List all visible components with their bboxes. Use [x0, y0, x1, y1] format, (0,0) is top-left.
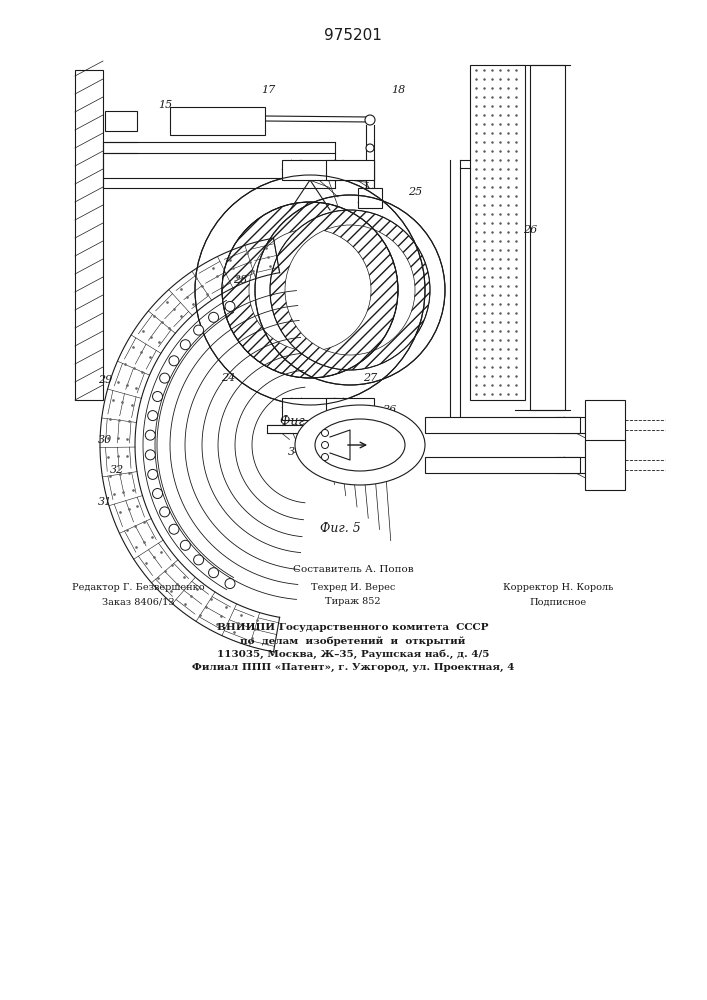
Bar [282, 160, 338, 180]
Circle shape [169, 524, 179, 534]
Text: 32: 32 [110, 465, 124, 475]
Bar [326, 398, 374, 420]
Circle shape [225, 301, 235, 311]
Text: Фиг. 4: Фиг. 4 [280, 415, 320, 428]
Circle shape [322, 454, 329, 460]
Text: Техред И. Верес: Техред И. Верес [311, 584, 395, 592]
Bar [267, 425, 394, 433]
Bar [530, 65, 565, 410]
Text: 27: 27 [363, 373, 377, 383]
Circle shape [153, 489, 163, 499]
Circle shape [322, 442, 329, 448]
Bar [358, 188, 382, 208]
Text: 34: 34 [288, 447, 302, 457]
Circle shape [209, 568, 218, 578]
Text: Корректор Н. Король: Корректор Н. Король [503, 584, 613, 592]
Text: Редактор Г. Безвершенко: Редактор Г. Безвершенко [71, 584, 204, 592]
Bar [282, 398, 338, 420]
Text: по  делам  изобретений  и  открытий: по делам изобретений и открытий [240, 636, 466, 646]
Circle shape [148, 411, 158, 421]
Circle shape [209, 312, 218, 322]
Text: Фиг. 5: Фиг. 5 [320, 522, 361, 535]
Text: Подписное: Подписное [530, 597, 587, 606]
Text: 975201: 975201 [324, 27, 382, 42]
Bar [425, 457, 580, 473]
Text: 24: 24 [221, 373, 235, 383]
Circle shape [148, 469, 158, 479]
Circle shape [194, 325, 204, 335]
Bar [555, 457, 585, 473]
Text: Составитель А. Попов: Составитель А. Попов [293, 566, 414, 574]
Text: Тираж 852: Тираж 852 [325, 597, 381, 606]
Circle shape [160, 507, 170, 517]
Text: 15: 15 [158, 100, 172, 110]
Circle shape [194, 555, 204, 565]
Circle shape [322, 430, 329, 436]
Text: 25: 25 [408, 187, 422, 197]
Circle shape [146, 430, 156, 440]
Circle shape [160, 373, 170, 383]
Text: 31: 31 [98, 497, 112, 507]
Circle shape [180, 540, 190, 550]
Circle shape [146, 450, 156, 460]
Text: 17: 17 [261, 85, 275, 95]
Circle shape [366, 144, 374, 152]
Ellipse shape [295, 405, 425, 485]
Text: 113035, Москва, Ж–35, Раушская наб., д. 4/5: 113035, Москва, Ж–35, Раушская наб., д. … [217, 649, 489, 659]
Bar [170, 107, 265, 135]
Ellipse shape [315, 419, 405, 471]
Bar [326, 160, 374, 180]
Bar [425, 417, 580, 433]
Circle shape [365, 115, 375, 125]
Text: 30: 30 [98, 435, 112, 445]
Text: 29: 29 [98, 375, 112, 385]
Text: 35: 35 [363, 437, 377, 447]
Circle shape [169, 356, 179, 366]
Text: 36: 36 [383, 405, 397, 415]
Bar [470, 65, 525, 400]
Text: Филиал ППП «Патент», г. Ужгород, ул. Проектная, 4: Филиал ППП «Патент», г. Ужгород, ул. Про… [192, 662, 514, 672]
Circle shape [225, 579, 235, 589]
Bar [555, 417, 585, 433]
Circle shape [180, 340, 190, 350]
Bar [585, 440, 625, 490]
Text: 28: 28 [233, 275, 247, 285]
Text: ВНИИПИ Государственного комитета  СССР: ВНИИПИ Государственного комитета СССР [217, 622, 489, 632]
Text: 26: 26 [523, 225, 537, 235]
Text: Заказ 8406/13: Заказ 8406/13 [102, 597, 175, 606]
Bar [105, 111, 137, 131]
Bar [585, 400, 625, 450]
Text: 33: 33 [383, 472, 397, 482]
Circle shape [153, 391, 163, 401]
Bar [75, 70, 103, 400]
Text: 18: 18 [391, 85, 405, 95]
